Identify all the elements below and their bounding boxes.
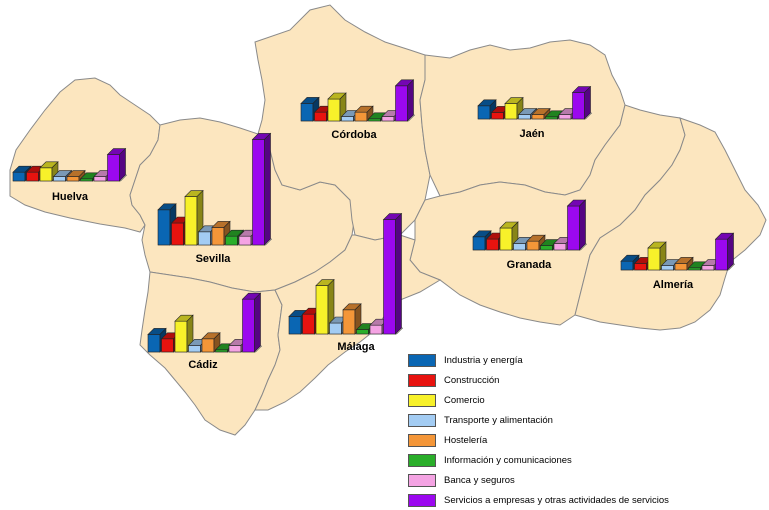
legend-item-transporte: Transporte y alimentación xyxy=(408,410,748,430)
bar xyxy=(354,105,374,122)
legend-item-hosteleria: Hostelería xyxy=(408,430,748,450)
legend-item-informacion: Información y comunicaciones xyxy=(408,450,748,470)
province-label-huelva: Huelva xyxy=(52,191,89,203)
legend: Industria y energía Construcción Comerci… xyxy=(408,350,748,510)
legend-label: Banca y seguros xyxy=(444,474,515,486)
legend-label: Construcción xyxy=(444,374,500,386)
legend-swatch xyxy=(408,373,436,387)
legend-item-servicios: Servicios a empresas y otras actividades… xyxy=(408,490,748,510)
bar xyxy=(571,85,592,120)
bar xyxy=(566,199,587,251)
legend-label: Transporte y alimentación xyxy=(444,414,553,426)
mini-chart-málaga xyxy=(288,212,404,335)
bar xyxy=(394,79,415,122)
legend-item-industria: Industria y energía xyxy=(408,350,748,370)
mini-chart-granada xyxy=(472,199,588,251)
bar xyxy=(327,92,347,122)
legend-item-comercio: Comercio xyxy=(408,390,748,410)
legend-item-construccion: Construcción xyxy=(408,370,748,390)
bar xyxy=(477,99,497,120)
legend-item-banca: Banca y seguros xyxy=(408,470,748,490)
bar xyxy=(342,303,362,335)
mini-chart-almería xyxy=(620,232,736,271)
province-label-cadiz: Cádiz xyxy=(188,359,218,371)
province-label-cordoba: Córdoba xyxy=(331,129,377,141)
bar xyxy=(714,232,735,271)
bar xyxy=(674,256,694,271)
legend-swatch xyxy=(408,493,436,507)
legend-label: Industria y energía xyxy=(444,354,523,366)
bar xyxy=(504,96,524,120)
mini-chart-huelva xyxy=(12,147,128,182)
mini-chart-jaén xyxy=(477,85,593,120)
mini-chart-córdoba xyxy=(300,79,416,122)
legend-swatch xyxy=(408,353,436,367)
province-almeria xyxy=(574,117,767,331)
mini-chart-cádiz xyxy=(147,292,263,353)
legend-label: Comercio xyxy=(444,394,485,406)
bar xyxy=(174,314,194,353)
legend-swatch xyxy=(408,453,436,467)
bar xyxy=(241,292,262,353)
legend-label: Información y comunicaciones xyxy=(444,454,572,466)
bar xyxy=(106,147,127,182)
legend-swatch xyxy=(408,393,436,407)
legend-swatch xyxy=(408,433,436,447)
mini-chart-sevilla xyxy=(157,132,273,246)
legend-swatch xyxy=(408,473,436,487)
legend-label: Servicios a empresas y otras actividades… xyxy=(444,494,669,506)
province-label-granada: Granada xyxy=(507,259,553,271)
bar xyxy=(251,132,272,246)
province-label-jaen: Jaén xyxy=(519,128,544,140)
bar xyxy=(147,327,167,353)
bar xyxy=(382,212,403,335)
province-label-almeria: Almería xyxy=(653,279,694,291)
province-label-sevilla: Sevilla xyxy=(196,253,232,265)
legend-swatch xyxy=(408,413,436,427)
province-label-malaga: Málaga xyxy=(337,341,375,353)
legend-label: Hostelería xyxy=(444,434,488,446)
